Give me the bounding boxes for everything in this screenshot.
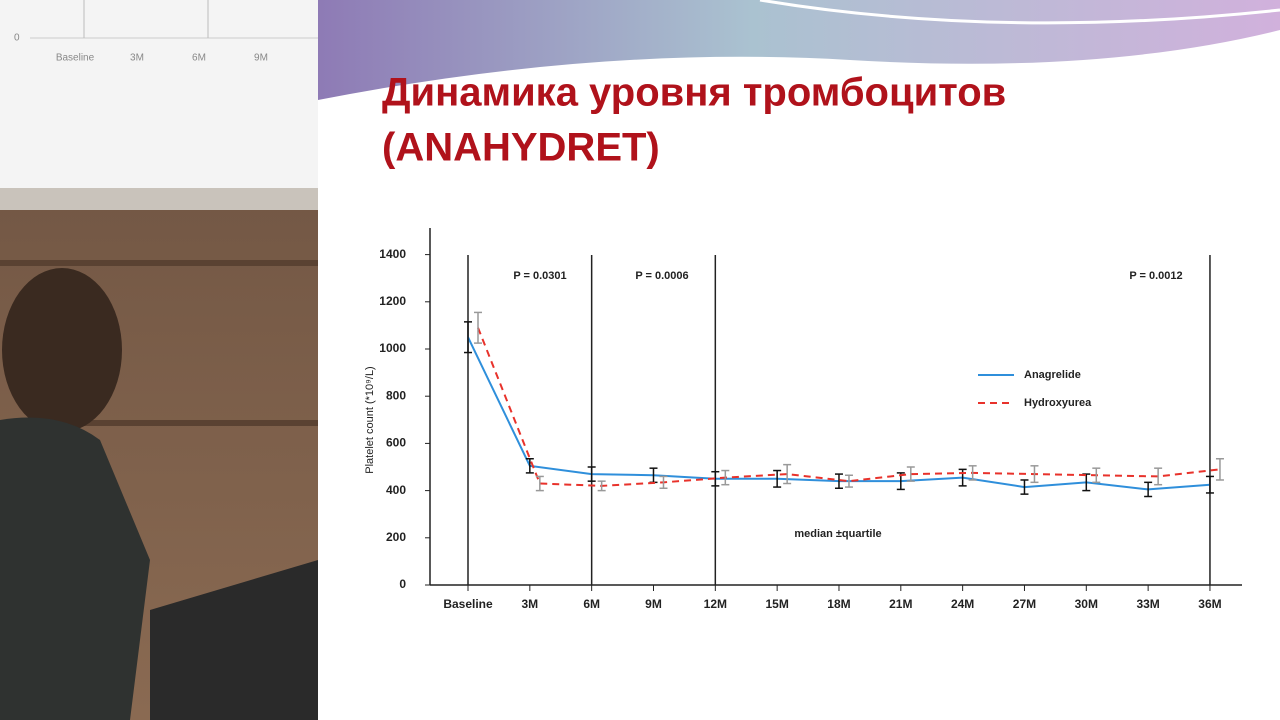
x-tick-label: 36M	[1198, 597, 1221, 611]
error-bar	[711, 470, 720, 487]
error-bar	[783, 463, 792, 485]
error-bar	[464, 321, 472, 354]
chart: 0 200 400 600 800 1000 1200 1400 Baseline 3M 6M 9M 1…	[379, 228, 1242, 611]
y-tick-label: 1400	[379, 247, 406, 261]
y-tick-label: 200	[386, 530, 406, 544]
x-tick-label: 18M	[827, 597, 850, 611]
x-tick-label: 33M	[1136, 597, 1159, 611]
error-bar	[1092, 467, 1101, 484]
error-bar	[1205, 475, 1214, 494]
x-tick-label: 30M	[1075, 597, 1098, 611]
annotation: P = 0.0301	[513, 270, 566, 282]
error-bar	[525, 457, 534, 474]
side-x-label: 6M	[192, 53, 206, 64]
annotation: median ±quartile	[794, 528, 881, 540]
side-x-label: 9M	[254, 53, 268, 64]
error-bar	[1154, 467, 1163, 486]
legend-label: Hydroxyurea	[1024, 397, 1092, 409]
x-tick-label: 15M	[765, 597, 788, 611]
error-bar	[834, 473, 843, 489]
error-bar	[773, 469, 782, 488]
slide-subtitle: (ANAHYDRET)	[382, 126, 660, 170]
error-bar	[597, 480, 606, 492]
error-bar	[659, 475, 668, 489]
error-bar	[1030, 465, 1039, 484]
error-bar	[587, 466, 596, 482]
y-tick-label: 0	[399, 577, 406, 591]
lectern	[150, 560, 318, 720]
annotation: P = 0.0006	[635, 270, 688, 282]
x-tick-label: 6M	[583, 597, 600, 611]
error-bar	[968, 465, 977, 481]
panel-seam	[0, 260, 318, 266]
error-bar	[906, 466, 915, 482]
y-tick-label: 400	[386, 483, 406, 497]
x-tick-label: 12M	[704, 597, 727, 611]
x-tick-label: Baseline	[443, 597, 493, 611]
presenter	[0, 417, 150, 720]
side-screen	[0, 0, 318, 188]
y-axis-label: Platelet count (*10⁹/L)	[364, 366, 376, 473]
error-bar	[721, 469, 730, 486]
side-x-label: 3M	[130, 53, 144, 64]
error-bar	[1215, 457, 1224, 481]
side-tick: 0	[14, 33, 20, 44]
x-tick-label: 24M	[951, 597, 974, 611]
y-tick-label: 1000	[379, 341, 406, 355]
error-bar	[1020, 479, 1029, 495]
side-x-label: Baseline	[56, 53, 95, 64]
x-tick-label: 9M	[645, 597, 662, 611]
y-tick-label: 1200	[379, 294, 406, 308]
x-tick-label: 21M	[889, 597, 912, 611]
error-bar	[535, 475, 544, 492]
error-bar	[1144, 481, 1153, 498]
x-tick-label: 3M	[521, 597, 538, 611]
error-bar	[474, 311, 482, 344]
slide-wave-line	[759, 0, 1280, 25]
presenter-hair	[2, 268, 122, 432]
screen-edge	[0, 188, 318, 210]
y-tick-label: 800	[386, 388, 406, 402]
legend-label: Anagrelide	[1024, 369, 1081, 381]
panel-seam	[0, 420, 318, 426]
annotation: P = 0.0012	[1129, 270, 1182, 282]
slide-title: Динамика уровня тромбоцитов	[382, 71, 1006, 115]
y-tick-label: 600	[386, 436, 406, 450]
slide-wave	[318, 0, 1280, 100]
x-tick-label: 27M	[1013, 597, 1036, 611]
error-bar	[844, 474, 853, 488]
